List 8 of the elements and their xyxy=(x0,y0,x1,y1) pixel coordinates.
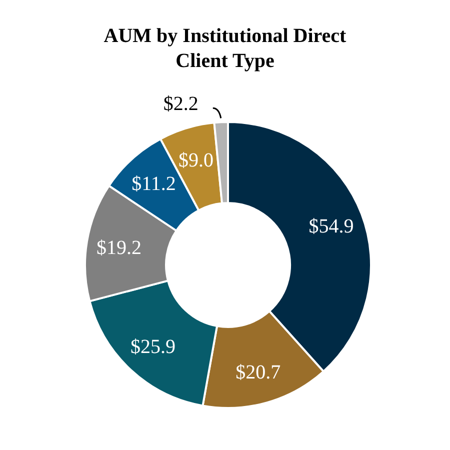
data-label: $19.2 xyxy=(96,236,142,259)
data-label: $25.9 xyxy=(130,336,176,358)
data-label: $20.7 xyxy=(236,361,281,384)
data-label: $2.2 xyxy=(163,93,198,116)
chart-title: AUM by Institutional Direct Client Type xyxy=(104,25,347,72)
data-label: $54.9 xyxy=(308,216,354,238)
data-label: $11.2 xyxy=(132,173,176,196)
data-label: $9.0 xyxy=(178,149,214,172)
